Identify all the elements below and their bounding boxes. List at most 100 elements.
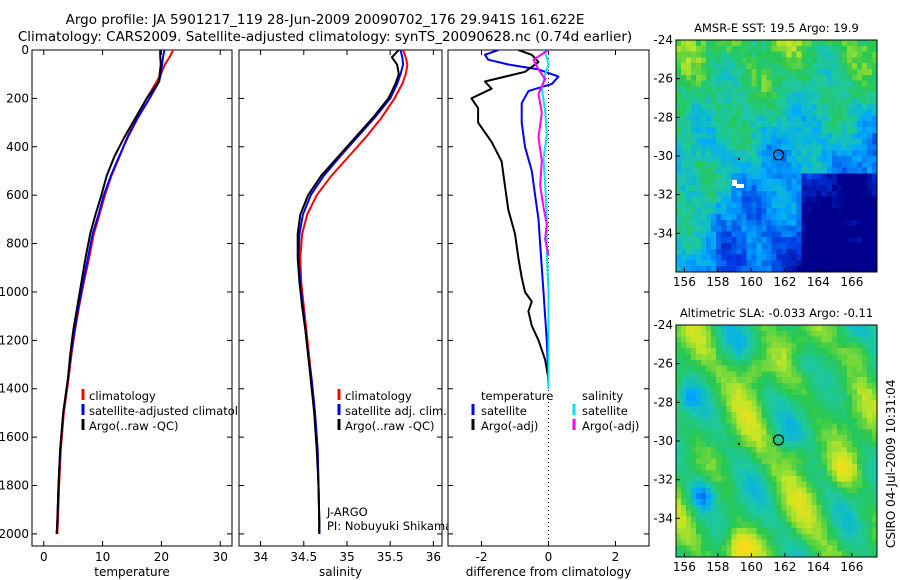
map-cell <box>861 231 868 238</box>
map-cell <box>766 464 773 471</box>
map-cell <box>736 150 742 157</box>
map-cell <box>871 185 878 192</box>
map-cell <box>731 394 737 401</box>
map-cell <box>756 539 763 546</box>
map-cell <box>791 98 798 105</box>
map-cell <box>866 522 873 529</box>
map-cell <box>696 254 702 261</box>
map-cell <box>751 383 758 390</box>
x-tick-label: 166 <box>840 560 863 574</box>
map-cell <box>821 412 828 419</box>
map-cell <box>681 481 687 488</box>
map-cell <box>846 377 853 384</box>
map-cell <box>766 127 773 134</box>
map-cell <box>751 138 758 145</box>
map-cell <box>871 400 878 407</box>
map-cell <box>696 103 702 111</box>
map-cell <box>676 441 682 448</box>
map-cell <box>856 342 863 349</box>
map-cell <box>866 69 873 76</box>
map-cell <box>726 481 732 488</box>
map-cell <box>786 231 793 238</box>
map-cell <box>781 196 788 203</box>
map-cell <box>761 435 768 442</box>
map-cell <box>856 452 863 459</box>
map-cell <box>776 144 783 151</box>
map-cell <box>706 354 712 361</box>
map-cell <box>756 423 763 430</box>
map-cell <box>726 499 732 506</box>
map-cell <box>861 266 868 273</box>
map-cell <box>761 86 768 93</box>
map-cell <box>821 69 828 76</box>
map-cell <box>856 470 863 477</box>
map-cell <box>701 429 707 436</box>
map-cell <box>686 493 692 500</box>
map-cell <box>726 423 732 430</box>
map-cell <box>801 406 808 413</box>
map-cell <box>706 115 712 122</box>
map-cell <box>676 400 682 407</box>
map-cell <box>856 243 863 250</box>
map-cell <box>856 481 863 488</box>
map-cell <box>846 545 853 552</box>
map-cell <box>806 185 813 192</box>
map-cell <box>716 156 722 163</box>
map-cell <box>766 80 773 87</box>
map-cell <box>751 237 758 244</box>
map-cell <box>826 266 833 273</box>
map-cell <box>801 138 808 145</box>
map-cell <box>856 115 863 122</box>
map-cell <box>816 196 823 203</box>
map-cell <box>716 383 722 390</box>
map-cell <box>786 40 793 47</box>
map-cell <box>716 266 722 273</box>
map-cell <box>816 452 823 459</box>
map-cell <box>826 342 833 349</box>
map-cell <box>751 202 758 209</box>
map-cell <box>816 423 823 430</box>
map-cell <box>856 45 863 53</box>
map-cell <box>861 103 868 111</box>
map-cell <box>811 266 818 273</box>
map-cell <box>871 441 878 448</box>
map-cell <box>851 499 858 506</box>
map-cell <box>781 516 788 523</box>
map-cell <box>771 98 778 105</box>
map-cell <box>701 545 707 552</box>
map-cell <box>786 190 793 198</box>
map-cell <box>821 80 828 87</box>
map-cell <box>766 266 773 273</box>
map-cell <box>786 80 793 87</box>
map-cell <box>711 156 717 163</box>
map-cell <box>851 475 858 483</box>
map-cell <box>831 545 838 552</box>
map-cell <box>846 132 853 140</box>
map-cell <box>701 185 707 192</box>
map-cell <box>766 237 773 244</box>
map-cell <box>716 330 722 338</box>
map-cell <box>861 342 868 349</box>
map-cell <box>731 342 737 349</box>
map-cell <box>771 325 778 332</box>
map-cell <box>866 185 873 192</box>
map-cell <box>826 365 833 372</box>
map-cell <box>746 109 752 116</box>
map-cell <box>701 394 707 401</box>
map-cell <box>741 487 747 494</box>
map-cell <box>766 452 773 459</box>
map-cell <box>831 458 838 465</box>
map-cell <box>851 539 858 546</box>
map-cell <box>691 80 697 87</box>
map-cell <box>716 208 722 215</box>
map-cell <box>871 342 878 349</box>
map-cell <box>816 359 823 367</box>
map-cell <box>851 219 858 227</box>
map-cell <box>781 225 788 232</box>
x-tick-label: 156 <box>673 275 696 289</box>
map-cell <box>851 237 858 244</box>
map-cell <box>871 167 878 174</box>
map-cell <box>706 510 712 517</box>
map-cell <box>746 539 752 546</box>
map-cell <box>721 63 727 70</box>
